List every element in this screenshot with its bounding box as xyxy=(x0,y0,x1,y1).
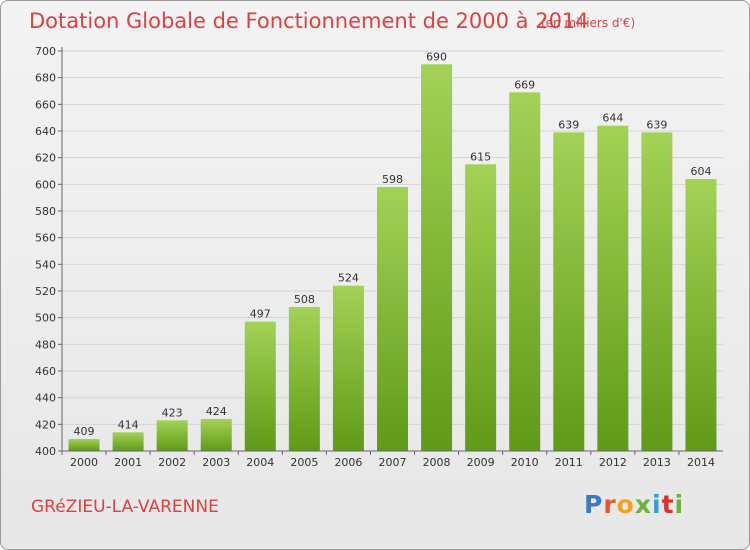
bars: 409 414 423 424 497 508 524 598 690 615 669 639 644 6… xyxy=(68,50,717,452)
y-tick-label: 700 xyxy=(35,45,56,58)
y-tick-label: 580 xyxy=(35,205,56,218)
bar-value-label: 424 xyxy=(206,405,227,418)
bar-2000 xyxy=(68,439,100,451)
chart-unit: (en milliers d'€) xyxy=(541,16,636,30)
bar-value-label: 409 xyxy=(74,425,95,438)
y-tick-label: 640 xyxy=(35,125,56,138)
y-tick-label: 620 xyxy=(35,152,56,165)
x-tick-label: 2000 xyxy=(70,456,98,469)
bar-value-label: 604 xyxy=(690,165,711,178)
bar-2011 xyxy=(553,132,585,452)
x-tick-label: 2005 xyxy=(290,456,318,469)
y-tick-label: 400 xyxy=(35,445,56,458)
y-tick-label: 420 xyxy=(35,418,56,431)
bar-value-label: 423 xyxy=(162,406,183,419)
bar-value-label: 598 xyxy=(382,173,403,186)
x-tick-label: 2014 xyxy=(687,456,715,469)
bar-value-label: 524 xyxy=(338,272,359,285)
bar-2007 xyxy=(377,187,408,451)
bar-2012 xyxy=(597,125,629,452)
bar-2009 xyxy=(465,164,497,452)
bar-value-label: 497 xyxy=(250,308,271,321)
x-tick-label: 2008 xyxy=(423,456,451,469)
x-axis: 2000 2001 2002 2003 2004 2005 2006 2007 2008 2009… xyxy=(61,450,723,469)
bar-2008 xyxy=(421,64,453,452)
y-tick-label: 440 xyxy=(35,392,56,405)
x-tick-label: 2001 xyxy=(114,456,142,469)
bar-2010 xyxy=(509,92,541,451)
bar-2006 xyxy=(332,285,364,451)
commune-name: GRéZIEU-LA-VARENNE xyxy=(31,497,219,517)
y-tick-label: 480 xyxy=(35,338,56,351)
x-tick-label: 2004 xyxy=(246,456,274,469)
bar-value-label: 508 xyxy=(294,293,315,306)
bar-value-label: 644 xyxy=(602,112,623,125)
bar-value-label: 615 xyxy=(470,150,491,163)
x-tick-label: 2013 xyxy=(643,456,671,469)
bar-2013 xyxy=(641,132,673,452)
bar-value-label: 414 xyxy=(118,418,139,431)
y-axis: 400 420 440 460 480 500 520 540 560 580 600 620 640 6… xyxy=(35,45,63,458)
y-tick-label: 680 xyxy=(35,72,56,85)
x-tick-label: 2009 xyxy=(467,456,495,469)
y-tick-label: 600 xyxy=(35,178,56,191)
bar-2002 xyxy=(156,420,188,451)
y-tick-label: 540 xyxy=(35,258,56,271)
x-tick-label: 2006 xyxy=(334,456,362,469)
x-tick-label: 2012 xyxy=(599,456,627,469)
x-tick-label: 2010 xyxy=(511,456,539,469)
y-tick-label: 560 xyxy=(35,232,56,245)
y-tick-label: 500 xyxy=(35,312,56,325)
x-tick-label: 2002 xyxy=(158,456,186,469)
bar-value-label: 690 xyxy=(426,50,447,63)
bar-value-label: 639 xyxy=(646,118,667,131)
bar-2014 xyxy=(685,179,717,451)
x-tick-label: 2011 xyxy=(555,456,583,469)
bar-2005 xyxy=(288,307,320,451)
bar-value-label: 669 xyxy=(514,78,535,91)
y-tick-label: 660 xyxy=(35,98,56,111)
x-tick-label: 2003 xyxy=(202,456,230,469)
bar-2003 xyxy=(200,419,232,451)
bar-value-label: 639 xyxy=(558,118,579,131)
bar-2004 xyxy=(244,321,276,451)
proxiti-logo: Proxiti xyxy=(584,490,685,519)
bar-2001 xyxy=(112,432,144,451)
y-tick-label: 460 xyxy=(35,365,56,378)
y-tick-label: 520 xyxy=(35,285,56,298)
chart-title: Dotation Globale de Fonctionnement de 20… xyxy=(29,9,589,33)
x-tick-label: 2007 xyxy=(379,456,407,469)
